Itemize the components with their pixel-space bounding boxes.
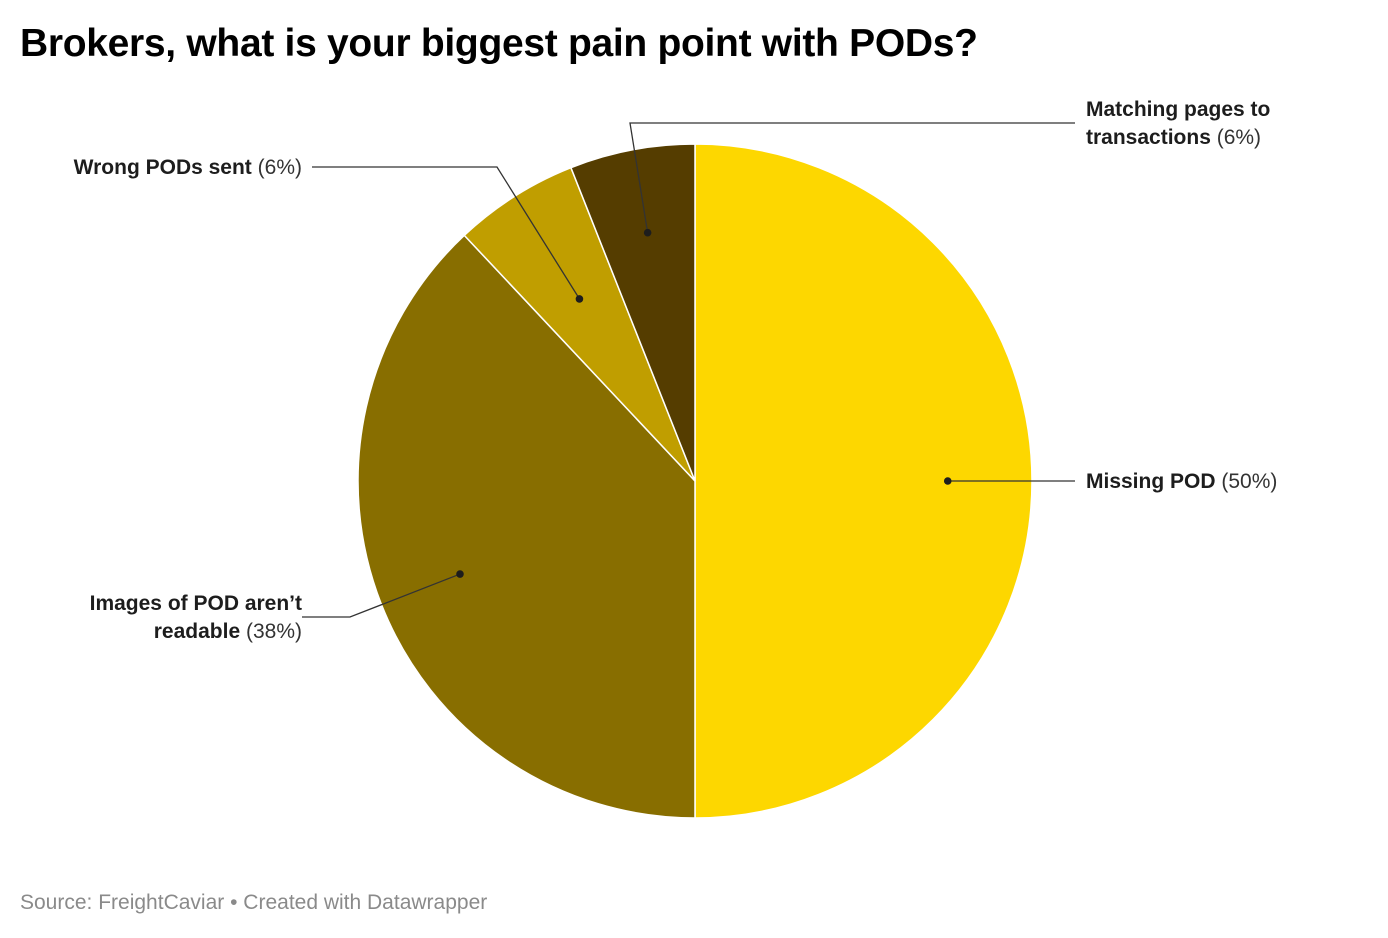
slice-label-2-line-2: readable (38%) bbox=[154, 620, 302, 643]
pie-slice-4 bbox=[569, 143, 696, 482]
leader-dot-4 bbox=[643, 228, 652, 237]
leader-dot-3 bbox=[575, 295, 584, 303]
leader-line-4 bbox=[629, 122, 1075, 233]
slice-percent-3: (6%) bbox=[252, 156, 302, 179]
leader-line-3 bbox=[312, 166, 580, 300]
slice-label-2-line-1: Images of POD aren’t bbox=[90, 592, 302, 615]
chart-footer: Source: FreightCaviar • Created with Dat… bbox=[20, 891, 487, 915]
leader-dot-1 bbox=[943, 477, 952, 485]
slice-percent-2: (38%) bbox=[240, 620, 302, 643]
leader-dot-2 bbox=[456, 570, 464, 578]
slice-percent-4: (6%) bbox=[1211, 126, 1261, 149]
slice-label-1: Missing POD (50%) bbox=[1086, 470, 1277, 493]
pie-chart: Missing POD (50%) Images of POD aren’t rea… bbox=[74, 98, 1277, 819]
pie-slice-3 bbox=[463, 166, 696, 482]
slice-percent-1: (50%) bbox=[1216, 470, 1278, 493]
slice-label-4-line-1: Matching pages to bbox=[1086, 98, 1270, 121]
slice-label-4-line-2: transactions (6%) bbox=[1086, 126, 1261, 149]
chart-title: Brokers, what is your biggest pain point… bbox=[20, 22, 978, 65]
footer-separator: • bbox=[230, 891, 238, 914]
source-text: Source: FreightCaviar bbox=[20, 891, 225, 914]
leader-line-2 bbox=[302, 573, 461, 618]
slice-label-3: Wrong PODs sent (6%) bbox=[74, 156, 302, 179]
credit-text: Created with Datawrapper bbox=[243, 891, 488, 914]
